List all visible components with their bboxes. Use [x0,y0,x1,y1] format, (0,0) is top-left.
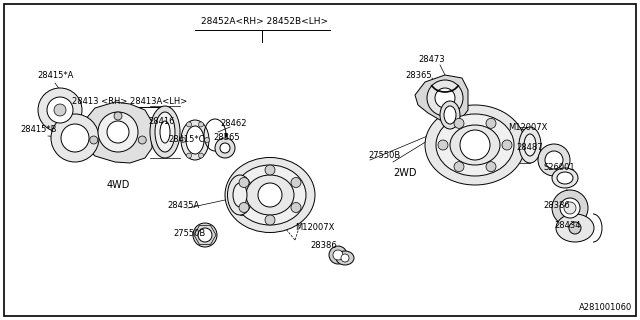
Text: M12007X: M12007X [295,223,334,233]
Circle shape [438,140,448,150]
Ellipse shape [150,106,180,158]
Circle shape [180,138,186,142]
Bar [240,175,290,215]
Text: M12007X: M12007X [508,124,547,132]
Text: A281001060: A281001060 [579,303,632,312]
Ellipse shape [444,106,456,124]
Text: 28415*A: 28415*A [37,70,74,79]
Circle shape [239,178,249,188]
Text: 2WD: 2WD [393,168,417,178]
Circle shape [545,151,563,169]
Ellipse shape [336,251,354,265]
Circle shape [486,162,496,172]
Text: 27550B: 27550B [368,150,400,159]
Circle shape [258,183,282,207]
Circle shape [186,122,191,127]
Ellipse shape [233,183,247,207]
Text: 28462: 28462 [220,118,246,127]
Circle shape [193,223,217,247]
Text: 28415*C: 28415*C [168,135,205,145]
Circle shape [47,97,73,123]
Circle shape [427,80,463,116]
Ellipse shape [519,127,541,163]
Ellipse shape [557,172,573,184]
Text: 27550B: 27550B [173,228,205,237]
Circle shape [454,118,464,128]
Text: S26001: S26001 [543,164,575,172]
Circle shape [454,162,464,172]
Text: 28365: 28365 [213,132,239,141]
Circle shape [38,88,82,132]
Circle shape [198,228,212,242]
Ellipse shape [186,126,204,154]
Circle shape [560,198,580,218]
Text: 28434: 28434 [554,220,580,229]
Text: 4WD: 4WD [107,180,131,190]
Circle shape [265,165,275,175]
Ellipse shape [436,114,514,176]
Polygon shape [194,226,216,244]
Polygon shape [85,102,152,163]
Text: 28452A<RH> 28452B<LH>: 28452A<RH> 28452B<LH> [202,18,328,27]
Circle shape [138,136,147,144]
Text: 28365: 28365 [405,70,431,79]
Circle shape [198,122,204,127]
Text: 28413 <RH> 28413A<LH>: 28413 <RH> 28413A<LH> [72,97,188,106]
Circle shape [51,114,99,162]
Ellipse shape [440,101,460,129]
Circle shape [435,88,455,108]
Circle shape [98,112,138,152]
Circle shape [329,246,347,264]
Ellipse shape [225,157,315,233]
Text: 28386: 28386 [543,201,570,210]
Circle shape [239,203,249,212]
Circle shape [215,138,235,158]
Ellipse shape [556,214,594,242]
Circle shape [205,138,209,142]
Circle shape [198,153,204,158]
Circle shape [333,250,343,260]
Ellipse shape [524,134,536,156]
Text: 28435A: 28435A [167,201,199,210]
Circle shape [61,124,89,152]
Ellipse shape [234,165,306,225]
Circle shape [107,121,129,143]
Ellipse shape [246,175,294,215]
Circle shape [502,140,512,150]
Circle shape [486,118,496,128]
Ellipse shape [453,130,471,160]
Circle shape [291,203,301,212]
Ellipse shape [425,105,525,185]
Ellipse shape [160,121,170,143]
Circle shape [291,178,301,188]
Ellipse shape [450,125,500,165]
Ellipse shape [181,120,209,160]
Bar [462,130,480,160]
Circle shape [538,144,570,176]
Circle shape [569,222,581,234]
Circle shape [90,136,98,144]
Text: 28473: 28473 [418,55,445,65]
Text: 28487: 28487 [516,143,543,153]
Text: 28386: 28386 [310,241,337,250]
Circle shape [265,215,275,225]
Ellipse shape [227,175,253,215]
Circle shape [114,112,122,120]
Bar [475,127,530,163]
Circle shape [564,202,576,214]
Circle shape [220,143,230,153]
Ellipse shape [155,112,175,152]
Circle shape [186,153,191,158]
Circle shape [552,190,588,226]
Circle shape [341,254,349,262]
Polygon shape [415,75,468,122]
Text: 28416: 28416 [148,116,175,125]
Circle shape [460,130,490,160]
Circle shape [54,104,66,116]
Ellipse shape [552,168,578,188]
Text: 28415*B: 28415*B [20,125,56,134]
